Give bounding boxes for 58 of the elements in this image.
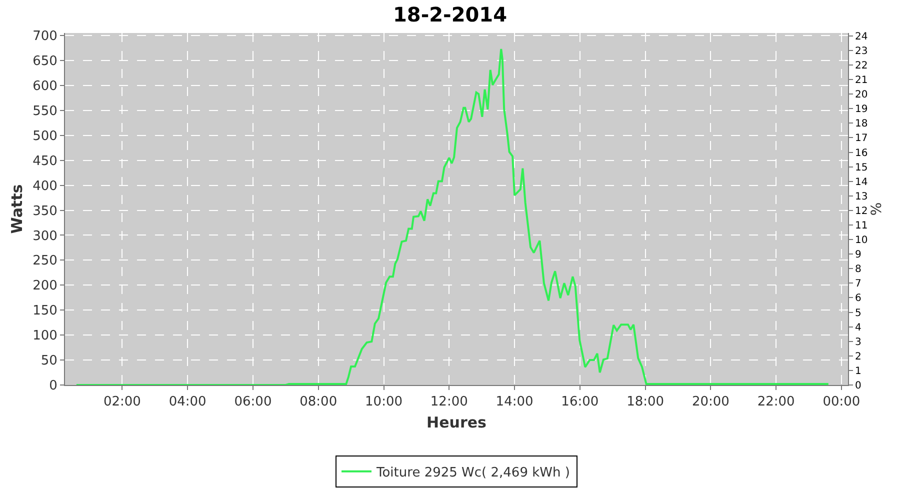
x-tick-label: 12:00 xyxy=(430,394,468,410)
x-axis-title: Heures xyxy=(426,414,487,432)
x-tick-label: 14:00 xyxy=(496,394,534,410)
y-tick-label: 50 xyxy=(40,354,58,369)
y-tick-label: 650 xyxy=(32,54,58,70)
y2-tick-label: 15 xyxy=(855,162,868,174)
y-tick-label: 300 xyxy=(32,228,58,244)
x-tick-label: 10:00 xyxy=(365,394,402,410)
x-tick-label: 22:00 xyxy=(757,394,795,410)
y2-tick-label: 14 xyxy=(855,176,868,188)
y2-tick-label: 9 xyxy=(855,250,862,261)
y2-tick-label: 6 xyxy=(855,293,862,304)
legend-label: Toiture 2925 Wc( 2,469 kWh ) xyxy=(376,465,570,480)
y2-tick-label: 4 xyxy=(855,322,862,334)
y2-tick-label: 20 xyxy=(855,90,868,101)
y-tick-label: 500 xyxy=(32,128,58,144)
y2-tick-label: 2 xyxy=(855,351,862,362)
y2-tick-label: 22 xyxy=(855,60,868,72)
y2-tick-label: 13 xyxy=(855,191,868,202)
y2-tick-label: 5 xyxy=(855,308,862,319)
y-tick-label: 450 xyxy=(32,154,58,169)
y-tick-label: 600 xyxy=(32,78,58,94)
x-tick-label: 06:00 xyxy=(234,394,272,410)
x-tick-label: 08:00 xyxy=(300,394,338,410)
chart-title: 18-2-2014 xyxy=(392,2,508,26)
y-tick-label: 400 xyxy=(32,178,58,194)
y-tick-label: 250 xyxy=(32,254,58,269)
x-tick-label: 18:00 xyxy=(626,394,664,410)
y2-tick-label: 0 xyxy=(855,380,862,392)
y2-tick-label: 7 xyxy=(855,278,862,290)
y-axis-title: Watts xyxy=(8,184,26,234)
y-tick-label: 200 xyxy=(32,278,58,294)
y2-tick-label: 3 xyxy=(855,336,862,348)
x-tick-label: 04:00 xyxy=(168,394,206,410)
y2-tick-label: 19 xyxy=(855,104,868,116)
y2-tick-label: 8 xyxy=(855,264,862,276)
y-tick-label: 100 xyxy=(32,328,58,344)
x-tick-label: 16:00 xyxy=(561,394,599,410)
y2-tick-label: 21 xyxy=(855,75,868,86)
y2-tick-label: 18 xyxy=(855,118,868,130)
y-tick-label: 700 xyxy=(32,29,58,44)
y2-tick-label: 10 xyxy=(855,235,868,246)
y-tick-label: 0 xyxy=(49,378,58,394)
y-tick-label: 150 xyxy=(32,304,58,319)
y2-tick-label: 12 xyxy=(855,206,868,217)
y2-tick-label: 11 xyxy=(855,220,868,232)
x-tick-label: 00:00 xyxy=(822,394,860,410)
y2-axis-title: % xyxy=(869,202,886,216)
y2-tick-label: 17 xyxy=(855,133,868,144)
line-series xyxy=(75,48,830,385)
y-tick-label: 550 xyxy=(32,104,58,119)
y-tick-label: 350 xyxy=(32,204,58,219)
y2-tick-label: 24 xyxy=(855,31,868,42)
y2-tick-label: 1 xyxy=(855,366,862,377)
x-tick-label: 02:00 xyxy=(103,394,141,410)
y2-tick-label: 16 xyxy=(855,148,868,159)
y2-tick-label: 23 xyxy=(855,46,868,57)
x-tick-label: 20:00 xyxy=(692,394,730,410)
